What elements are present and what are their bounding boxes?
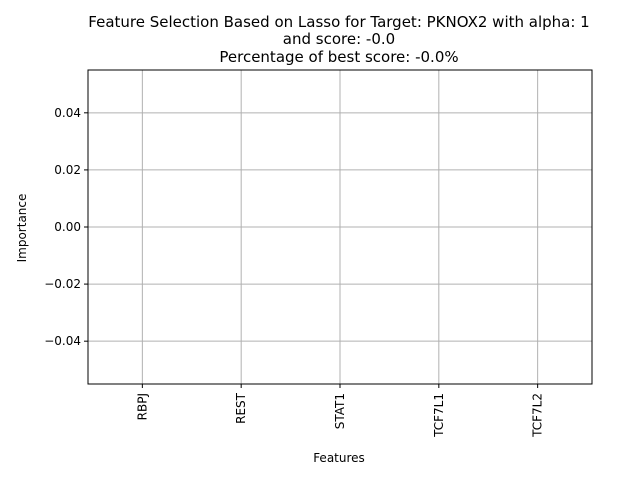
x-tick-label: TCF7L2 (531, 393, 545, 438)
y-tick-label: −0.02 (44, 277, 81, 291)
x-axis-label: Features (313, 451, 365, 465)
x-axis-ticks: RBPJ REST STAT1 TCF7L1 TCF7L2 (135, 384, 545, 438)
y-tick-label: 0.04 (54, 106, 81, 120)
chart-title: Feature Selection Based on Lasso for Tar… (88, 13, 589, 66)
grid (88, 70, 592, 384)
x-tick-label: REST (234, 392, 248, 424)
y-tick-label: 0.00 (54, 220, 81, 234)
y-axis-label: Importance (15, 194, 29, 263)
y-tick-label: 0.02 (54, 163, 81, 177)
x-tick-label: RBPJ (135, 393, 149, 420)
x-tick-label: TCF7L1 (432, 393, 446, 438)
x-tick-label: STAT1 (333, 393, 347, 429)
chart-title-line-3: Percentage of best score: -0.0% (219, 48, 458, 66)
chart-title-line-1: Feature Selection Based on Lasso for Tar… (88, 13, 589, 31)
y-tick-label: −0.04 (44, 334, 81, 348)
chart-title-line-2: and score: -0.0 (283, 30, 395, 48)
y-axis-ticks: −0.04 −0.02 0.00 0.02 0.04 (44, 106, 88, 348)
